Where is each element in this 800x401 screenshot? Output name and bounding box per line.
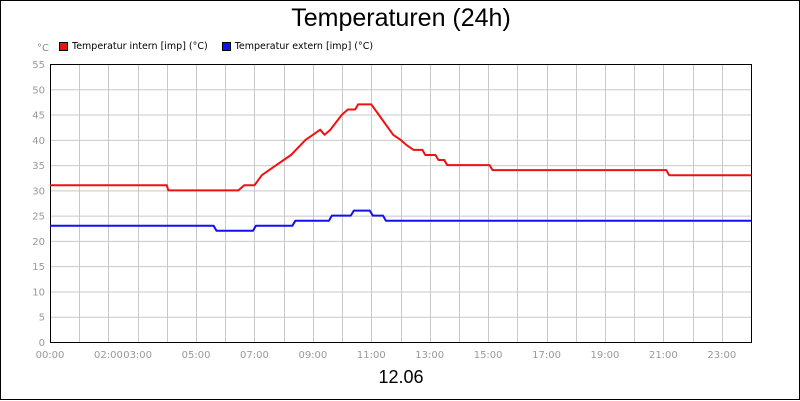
y-tick-label: 40 (32, 136, 45, 147)
y-tick-label: 25 (32, 212, 45, 223)
x-tick-label: 15:00 (474, 350, 503, 361)
plot-border (50, 64, 752, 343)
legend-item-extern: Temperatur extern [imp] (°C) (221, 40, 374, 52)
legend-label-extern: Temperatur extern [imp] (°C) (234, 40, 374, 52)
y-tick-label: 5 (39, 313, 45, 324)
legend: Temperatur intern [imp] (°C) Temperatur … (59, 40, 387, 52)
y-tick-label: 20 (32, 237, 45, 248)
y-tick-label: 35 (32, 161, 45, 172)
x-tick-label: 23:00 (707, 350, 736, 361)
y-tick-label: 55 (32, 60, 45, 71)
chart-title: Temperaturen (24h) (291, 4, 511, 32)
x-tick-label: 11:00 (357, 350, 386, 361)
y-tick-label: 15 (32, 262, 45, 273)
y-axis-unit: °C (37, 43, 49, 54)
y-tick-label: 50 (32, 85, 45, 96)
x-tick-label: 03:00 (123, 350, 152, 361)
x-tick-label: 02:00 (94, 350, 123, 361)
legend-swatch-extern (221, 41, 231, 51)
x-tick-label: 05:00 (182, 350, 211, 361)
date-label: 12.06 (378, 367, 424, 387)
y-tick-label: 10 (32, 287, 45, 298)
y-tick-label: 45 (32, 111, 45, 122)
x-tick-label: 09:00 (298, 350, 327, 361)
x-tick-label: 07:00 (240, 350, 269, 361)
x-tick-label: 17:00 (532, 350, 561, 361)
x-tick-label: 13:00 (415, 350, 444, 361)
y-tick-label: 30 (32, 186, 45, 197)
x-tick-label: 21:00 (649, 350, 678, 361)
x-tick-label: 00:00 (36, 350, 65, 361)
legend-label-intern: Temperatur intern [imp] (°C) (72, 40, 208, 52)
legend-swatch-intern (59, 41, 68, 51)
series-line-0 (50, 103, 751, 192)
series-line-1 (50, 209, 751, 232)
x-tick-label: 19:00 (591, 350, 620, 361)
legend-item-intern: Temperatur intern [imp] (°C) (59, 41, 208, 52)
y-tick-label: 0 (39, 338, 45, 349)
